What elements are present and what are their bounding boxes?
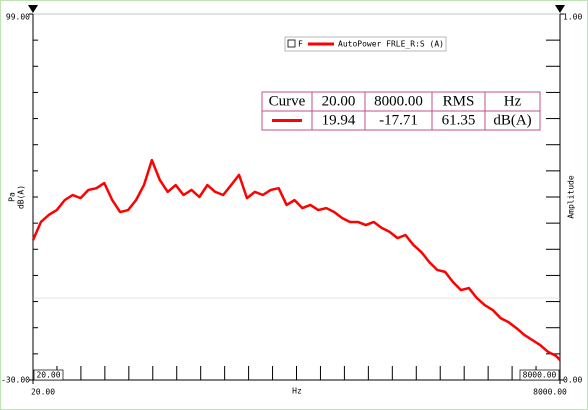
y2-tick-label: 0.00 [563,376,582,385]
y2-tick-label: 1.00 [563,13,582,22]
cursor-box [33,369,64,381]
y-axis-unit: dB(A) [17,185,26,209]
series-line [31,158,561,361]
legend-title: F [298,40,303,49]
table-header: Hz [504,93,522,109]
cursor-label: 20.00 [36,371,60,380]
legend-box [284,36,447,52]
cursor-box [519,369,560,381]
y-tick-label: -30.00 [1,376,30,385]
x-tick-label: 20.00 [31,388,55,397]
table-header: Curve [269,93,306,109]
legend-label: AutoPower FRLE_R:S (A) [338,40,444,49]
y-axis-label: Pa [8,192,17,202]
x-tick-label: 8000.00 [533,388,567,397]
legend: F AutoPower FRLE_R:S (A) [284,36,447,52]
table-header: 8000.00 [374,93,423,109]
cursor-arrow [28,5,38,13]
cursor-arrow [555,5,565,13]
table-header: 20.00 [322,93,356,109]
y2-axis-label: Amplitude [567,175,576,219]
table-cell: -17.71 [379,112,418,128]
table-cell: dB(A) [493,112,531,128]
cursor-table: Curve 20.00 8000.00 RMS Hz 19.94 -17.71 61.35 dB… [261,91,541,131]
table-header: RMS [443,93,475,109]
table-cell: 19.94 [322,112,356,128]
cursor-label: 8000.00 [523,371,557,380]
legend-checkbox[interactable] [287,39,296,48]
table-cell: 61.35 [442,112,476,128]
x-axis-label: Hz [292,387,302,396]
y-tick-label: 99.00 [6,13,30,22]
